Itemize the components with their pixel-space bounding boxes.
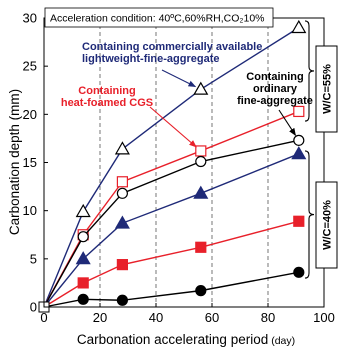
annotation-2-line-2: fine-aggregate (237, 95, 313, 107)
y-tick-label-25: 25 (23, 59, 37, 74)
axis-ticks: 0 20 40 60 80 100 0 5 10 15 20 25 30 (23, 11, 335, 326)
series-1-point-4 (293, 105, 305, 118)
condition-box: Acceleration condition: 40ºC,60%RH,CO₂10… (44, 7, 274, 28)
series-4-point-1 (77, 277, 89, 289)
x-tick-label-80: 80 (261, 310, 275, 325)
group-labels: W/C=55% W/C=40% (304, 20, 338, 279)
series-5-point-1 (77, 293, 89, 305)
group-box-1 (315, 181, 338, 269)
grid-lines (99, 18, 269, 307)
annotation-2-line-1: ordinary (253, 83, 298, 95)
x-tick-label-20: 20 (93, 310, 107, 325)
group-label-0: W/C=55% (304, 20, 338, 133)
series-2-point-1 (77, 231, 89, 243)
y-tick-label-15: 15 (23, 155, 37, 170)
x-axis-label-unit: (day) (271, 335, 295, 347)
series-0-point-1 (75, 203, 91, 218)
x-axis-label-text: Carbonation accelerating period (77, 332, 268, 347)
series-line-0 (43, 27, 300, 308)
y-axis-label: Carbonation depth (mm) (7, 89, 22, 235)
annotation-2-arrow (278, 109, 296, 136)
series-4-point-3 (195, 241, 207, 253)
y-tick-label-10: 10 (23, 203, 37, 218)
series-2-point-3 (195, 155, 207, 168)
annotation-1-arrow (149, 106, 197, 148)
series-5 (38, 266, 305, 313)
y-tick-label-30: 30 (23, 11, 37, 26)
y-tick-label-5: 5 (30, 251, 37, 266)
x-tick-label-40: 40 (149, 310, 163, 325)
y-tick-label-20: 20 (23, 107, 37, 122)
y-tick-label-0: 0 (30, 300, 37, 315)
x-tick-label-100: 100 (313, 310, 335, 325)
series-3-point-1 (75, 251, 91, 265)
series-3-point-4 (291, 146, 307, 160)
x-axis-label: Carbonation accelerating period (day) (77, 332, 295, 347)
series-3-point-2 (114, 215, 130, 229)
annotation-2-line-0: Containing (246, 71, 303, 83)
series-5-point-3 (195, 285, 207, 297)
condition-label: Acceleration condition: 40ºC,60%RH,CO₂10… (50, 13, 265, 25)
annotation-0-line-1: lightweight-fine-aggregate (82, 53, 220, 65)
series-5-point-2 (116, 294, 129, 306)
series-0-point-4 (291, 19, 307, 34)
x-tick-label-60: 60 (205, 310, 219, 325)
group-label-text-1: W/C=40% (322, 200, 334, 250)
series-0-point-3 (193, 81, 209, 95)
annotation-0-line-0: Containing commercially available (82, 41, 262, 53)
series-1-point-2 (116, 176, 129, 188)
group-box-0 (315, 45, 338, 133)
group-label-1: W/C=40% (304, 150, 338, 279)
series-1-point-3 (195, 145, 207, 157)
series-4-point-4 (293, 215, 305, 227)
group-brace-1 (304, 150, 315, 279)
group-label-text-0: W/C=55% (322, 64, 334, 114)
annotation-1-line-1: heat-foamed CGS (61, 97, 153, 109)
annotation-0-arrow (161, 69, 197, 88)
annotation-layer: Containing commercially availablelightwe… (61, 41, 313, 148)
annotation-0: Containing commercially availablelightwe… (82, 41, 262, 88)
series-4-point-2 (116, 259, 129, 271)
series-2-point-4 (293, 134, 305, 146)
series-5-point-4 (293, 266, 305, 278)
x-tick-label-0: 0 (40, 310, 47, 325)
series-0-point-2 (114, 141, 130, 155)
series-layer (38, 19, 307, 313)
annotation-1-line-0: Containing (78, 85, 135, 97)
group-brace-0 (304, 20, 315, 122)
series-3-point-3 (193, 185, 209, 199)
series-2-point-2 (116, 187, 129, 199)
